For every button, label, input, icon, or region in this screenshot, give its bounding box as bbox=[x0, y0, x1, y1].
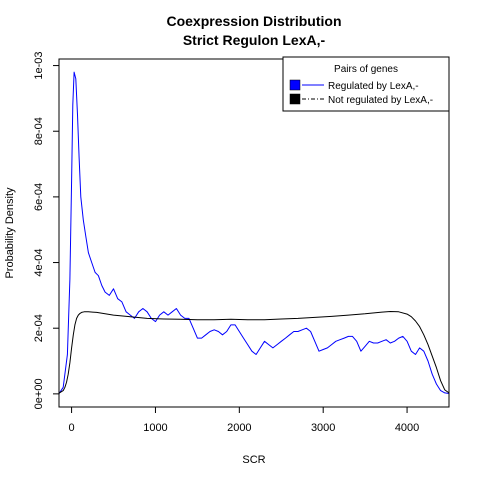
legend-label-not-regulated: Not regulated by LexA,- bbox=[328, 95, 433, 106]
legend-swatch-regulated bbox=[289, 79, 301, 91]
series-line-not-regulated bbox=[58, 311, 450, 394]
x-tick-label: 0 bbox=[69, 422, 75, 434]
series-layer bbox=[58, 71, 450, 394]
axes-layer: 0 1000 2000 3000 4000 0e+00 2e-04 4e-04 6e-04 8e-… bbox=[33, 51, 450, 434]
x-axis-label: SCR bbox=[242, 454, 265, 466]
series-line-regulated bbox=[58, 71, 450, 394]
legend-label-regulated: Regulated by LexA,- bbox=[328, 81, 419, 92]
y-tick-label: 8e-04 bbox=[33, 117, 45, 145]
legend: Pairs of genes Regulated by LexA,- Not r… bbox=[282, 56, 450, 112]
x-tick-label: 4000 bbox=[395, 422, 419, 434]
chart-subtitle: Strict Regulon LexA,- bbox=[183, 32, 326, 48]
legend-box bbox=[282, 56, 450, 112]
x-tick-label: 1000 bbox=[143, 422, 167, 434]
y-tick-label: 1e-03 bbox=[33, 51, 45, 79]
y-tick-label: 0e+00 bbox=[33, 378, 45, 409]
y-axis-label: Probability Density bbox=[4, 187, 16, 279]
chart-title: Coexpression Distribution bbox=[166, 13, 341, 29]
x-tick-label: 2000 bbox=[227, 422, 251, 434]
legend-title: Pairs of genes bbox=[334, 64, 398, 75]
y-tick-label: 2e-04 bbox=[33, 314, 45, 342]
legend-swatch-not-regulated bbox=[289, 93, 301, 105]
y-tick-label: 4e-04 bbox=[33, 248, 45, 276]
y-tick-label: 6e-04 bbox=[33, 183, 45, 211]
x-tick-label: 3000 bbox=[311, 422, 335, 434]
plot-frame bbox=[58, 58, 450, 408]
